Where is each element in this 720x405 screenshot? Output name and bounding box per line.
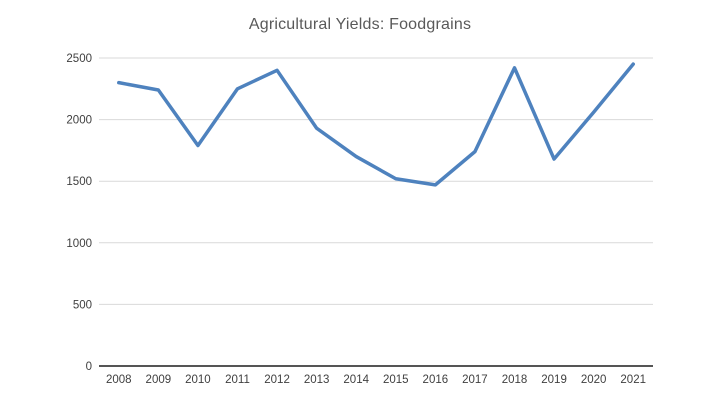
x-axis-tick-label: 2015 (383, 374, 409, 386)
y-axis-tick-label: 0 (86, 361, 92, 373)
x-axis-tick-label: 2009 (146, 374, 172, 386)
data-series-line (117, 62, 635, 187)
x-axis-tick-label: 2008 (106, 374, 132, 386)
x-axis-tick-label: 2016 (423, 374, 449, 386)
x-axis-tick-label: 2020 (581, 374, 607, 386)
x-axis-tick-label: 2010 (185, 374, 211, 386)
y-axis-tick-label: 500 (73, 299, 92, 311)
y-axis-tick-label: 1500 (66, 176, 92, 188)
x-axis-tick-label: 2014 (343, 374, 369, 386)
y-axis-tick-label: 2000 (66, 115, 92, 127)
x-axis-tick-label: 2019 (541, 374, 567, 386)
x-axis-tick-label: 2012 (264, 374, 290, 386)
x-axis-tick-label: 2011 (225, 374, 250, 386)
x-axis-tick-label: 2017 (462, 374, 488, 386)
x-axis-tick-label: 2018 (502, 374, 528, 386)
y-axis-tick-label: 1000 (66, 238, 92, 250)
y-axis-tick-label: 2500 (66, 53, 92, 65)
chart-title: Agricultural Yields: Foodgrains (248, 16, 472, 33)
x-axis-tick-label: 2021 (620, 374, 646, 386)
x-axis-tick-label: 2013 (304, 374, 330, 386)
